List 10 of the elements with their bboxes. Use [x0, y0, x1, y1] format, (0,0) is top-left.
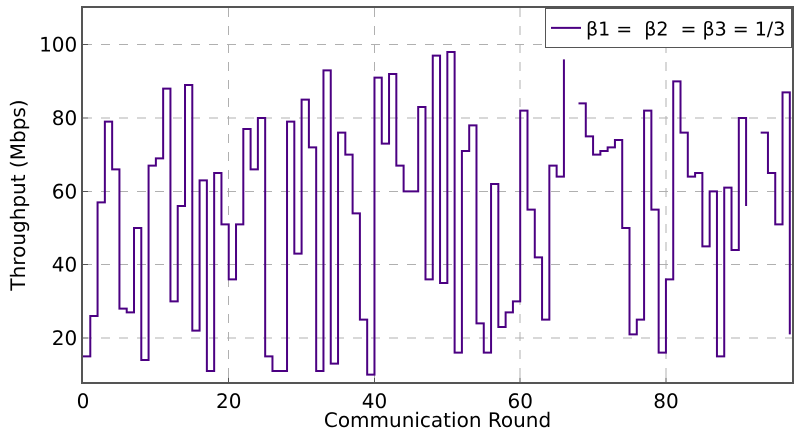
- x-tick-label: 0: [76, 388, 90, 413]
- y-tick-label: 80: [52, 106, 78, 130]
- y-axis-title: Throughput (Mbps): [6, 99, 30, 292]
- y-tick-label: 60: [52, 179, 78, 204]
- y-tick-label: 40: [52, 252, 78, 277]
- y-tick-label: 20: [52, 326, 78, 350]
- legend-label: β1 = β2 = β3 = 1/3: [586, 18, 786, 40]
- y-tick-label: 100: [39, 32, 78, 57]
- x-tick-label: 80: [653, 388, 679, 413]
- x-tick-label: 20: [216, 388, 242, 413]
